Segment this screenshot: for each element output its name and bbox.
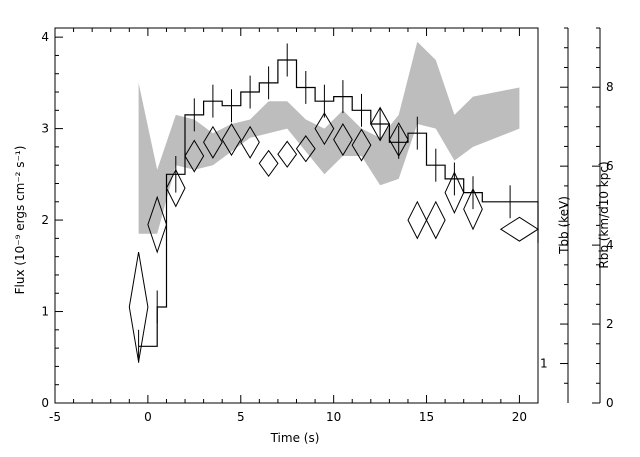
kt-diamond — [463, 187, 483, 231]
kt-diamond — [425, 200, 446, 240]
kt-diamond — [258, 149, 279, 178]
outer-right-tick-label: 0 — [606, 396, 614, 410]
outer-right-axis-label: Rbb (km/d10 kpc) — [597, 161, 611, 268]
kt-diamond — [444, 171, 465, 214]
inner-right-tick-label: 1 — [540, 357, 548, 371]
kt-diamond — [203, 125, 223, 159]
y-tick-label: 3 — [41, 122, 49, 136]
y-tick-label: 1 — [41, 305, 49, 319]
kt-diamond — [499, 216, 539, 242]
inner-right-axis-label: Tbb (keV) — [557, 196, 571, 255]
kt-diamond — [240, 125, 260, 159]
outer-right-tick-label: 6 — [606, 159, 614, 173]
y-tick-label: 0 — [41, 396, 49, 410]
kt-diamond — [277, 140, 298, 168]
outer-right-tick-label: 8 — [606, 80, 614, 94]
axes-layer — [54, 27, 601, 404]
x-tick-label: 10 — [326, 410, 341, 424]
y-tick-label: 4 — [41, 30, 49, 44]
kt-diamond — [314, 112, 335, 146]
kt-diamond-layer — [128, 106, 539, 362]
flux-histogram-layer — [138, 43, 539, 363]
kt-diamond — [351, 128, 372, 162]
kt-diamond — [221, 123, 242, 157]
kt-diamond — [184, 139, 205, 173]
y-tick-label: 2 — [41, 213, 49, 227]
x-tick-label: 15 — [419, 410, 434, 424]
flux-histogram-line — [138, 59, 539, 347]
kt-diamond — [295, 135, 316, 163]
x-tick-label: -5 — [49, 410, 61, 424]
outer-right-tick-label: 2 — [606, 317, 614, 331]
kt-diamond — [147, 195, 168, 254]
rbb-band-layer — [138, 41, 520, 234]
rbb-band — [138, 41, 520, 234]
x-tick-label: 5 — [237, 410, 245, 424]
outer-right-tick-label: 4 — [606, 238, 614, 252]
kt-diamond — [165, 168, 186, 208]
x-tick-label: 0 — [144, 410, 152, 424]
y-axis-label: Flux (10⁻⁹ ergs cm⁻² s⁻¹) — [13, 146, 27, 295]
kt-diamond — [128, 252, 149, 362]
kt-diamond — [407, 200, 428, 240]
x-tick-label: 20 — [512, 410, 527, 424]
x-axis-label: Time (s) — [270, 431, 320, 445]
kt-diamond — [388, 122, 409, 158]
kt-diamond — [370, 106, 390, 142]
kt-diamond — [333, 123, 353, 157]
